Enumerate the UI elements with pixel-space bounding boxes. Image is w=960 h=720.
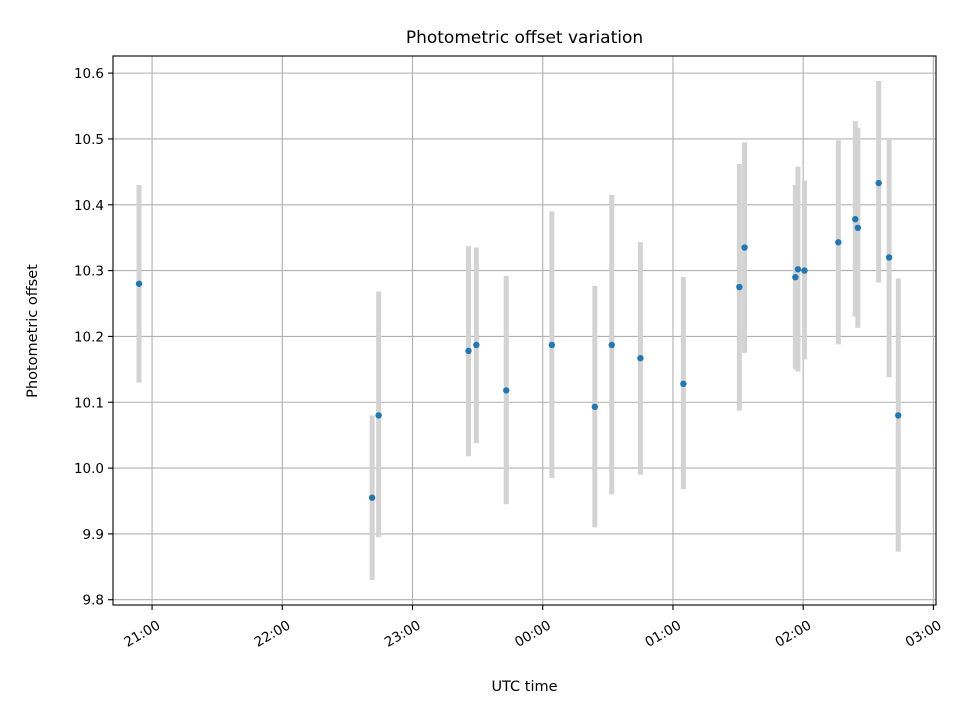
data-point (503, 387, 510, 394)
data-point (608, 341, 615, 349)
data-point (801, 267, 808, 274)
data-point (680, 380, 687, 388)
y-tick-label: 9.9 (83, 527, 104, 543)
data-point (591, 403, 599, 411)
data-point (548, 341, 556, 349)
data-point (741, 244, 748, 251)
data-point (852, 216, 859, 223)
y-axis-ticks: 9.8 9.9 10.0 10.1 10.2 10.3 10.4 10.5 10.6 (74, 66, 113, 609)
data-point (794, 266, 802, 273)
y-axis-label: Photometric offset (25, 264, 41, 398)
data-point (835, 239, 842, 246)
data-point (885, 254, 893, 261)
y-tick-label: 9.8 (83, 593, 104, 609)
y-tick-label: 10.2 (74, 329, 104, 345)
y-tick-label: 10.5 (74, 132, 104, 148)
chart-title: Photometric offset variation (406, 28, 643, 48)
data-point (875, 179, 882, 187)
data-point (375, 412, 382, 419)
x-axis-label: UTC time (491, 679, 557, 695)
y-tick-label: 10.0 (74, 461, 104, 477)
data-point (792, 273, 799, 281)
data-point (135, 280, 143, 287)
data-point (368, 494, 376, 501)
data-point (895, 412, 902, 419)
data-point (637, 354, 644, 362)
y-tick-label: 10.4 (74, 198, 104, 214)
y-tick-label: 10.1 (74, 395, 104, 411)
y-tick-label: 10.6 (74, 66, 104, 82)
data-point (465, 347, 472, 355)
data-points (135, 179, 902, 501)
data-point (736, 283, 743, 291)
plot-frame (112, 55, 937, 606)
data-point (473, 341, 480, 349)
y-tick-label: 10.3 (74, 264, 104, 280)
data-point (854, 224, 862, 232)
